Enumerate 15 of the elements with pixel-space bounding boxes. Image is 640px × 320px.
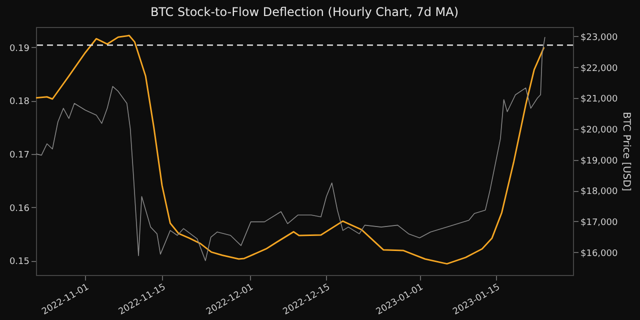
y2-tick-label: $17,000 <box>580 218 618 228</box>
chart-title: BTC Stock-to-Flow Deflection (Hourly Chart, 7d MA) <box>150 5 459 19</box>
y-tick-label: 0.15 <box>9 257 30 268</box>
y-tick-label: 0.18 <box>9 97 30 108</box>
y-tick-label: 0.17 <box>9 150 30 160</box>
y-tick-label: 0.19 <box>9 44 30 54</box>
y2-tick-label: $16,000 <box>580 248 618 259</box>
y2-tick-label: $19,000 <box>580 156 618 166</box>
y2-tick-label: $23,000 <box>580 32 618 43</box>
y2-tick-label: $20,000 <box>580 125 618 136</box>
y-tick-label: 0.16 <box>9 204 30 214</box>
y2-tick-label: $21,000 <box>580 94 618 105</box>
y2-axis-title: BTC Price [USD] <box>620 112 632 192</box>
y2-tick-label: $22,000 <box>580 64 618 74</box>
y2-tick-label: $18,000 <box>580 187 618 198</box>
